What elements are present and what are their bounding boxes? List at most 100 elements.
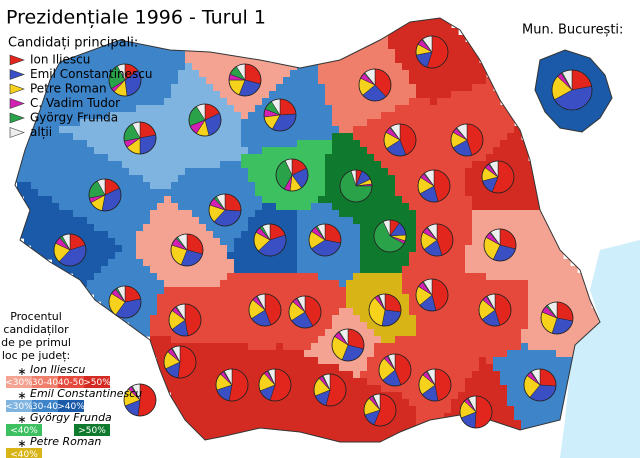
county-area [346,105,354,113]
county-area [444,84,452,92]
county-area [353,259,361,267]
inset-title: Mun. București: [522,23,623,38]
county-area [283,315,291,323]
county-area [185,175,193,183]
county-area [437,140,445,148]
county-area [143,77,151,85]
county-area [374,280,382,288]
county-area [94,245,102,253]
county-area [213,84,221,92]
county-area [423,133,431,141]
county-area [472,294,480,302]
county-area [332,259,340,267]
county-area [346,126,354,134]
county-area [423,126,431,134]
county-area [367,161,375,169]
county-area [269,413,277,421]
county-area [31,224,39,232]
county-area [143,217,151,225]
pie-outline [228,63,262,97]
county-area [206,147,214,155]
county-area [234,273,242,281]
county-area [395,280,403,288]
county-area [367,245,375,253]
county-area [549,357,557,365]
county-area [150,84,158,92]
county-area [339,105,347,113]
county-area [402,98,410,106]
county-area [178,77,186,85]
county-area [311,252,319,260]
county-area [108,49,116,57]
county-area [486,329,494,337]
county-area [241,259,249,267]
county-area [346,378,354,386]
county-area [178,406,186,414]
county-area [234,336,242,344]
county-area [346,84,354,92]
county-area [220,105,228,113]
county-area [346,119,354,127]
county-area [465,91,473,99]
county-area [556,413,564,421]
county-area [199,196,207,204]
county-area [178,133,186,141]
county-area [402,210,410,218]
county-area [52,231,60,239]
county-area [297,329,305,337]
county-area [374,434,382,442]
pie-outline [481,160,515,194]
county-area [297,133,305,141]
county-area [367,357,375,365]
county-area [493,133,501,141]
county-area [192,217,200,225]
county-area [402,196,410,204]
county-area [199,49,207,57]
county-area [269,77,277,85]
county-area [514,357,522,365]
county-area [402,287,410,295]
county-area [402,168,410,176]
county-area [521,336,529,344]
county-area [451,168,459,176]
county-area [451,406,459,414]
county-area [346,63,354,71]
county-area [353,126,361,134]
county-area [409,112,417,120]
county-area [101,84,109,92]
county-area [283,343,291,351]
county-area [122,161,130,169]
legend-flag [9,98,25,109]
county-area [304,189,312,197]
county-area [108,280,116,288]
scale-swatch [74,424,110,436]
legend-title: Candidați principali: [8,36,138,51]
county-area [570,266,578,274]
county-area [101,287,109,295]
county-area [143,287,151,295]
county-area [185,133,193,141]
county-area [122,259,130,267]
county-area [164,280,172,288]
county-area [493,406,501,414]
county-area [262,413,270,421]
county-area [507,196,515,204]
county-area [542,245,550,253]
county-area [73,189,81,197]
county-area [297,399,305,407]
county-area [220,399,228,407]
county-area [199,371,207,379]
county-area [395,399,403,407]
county-area [206,294,214,302]
county-area [472,154,480,162]
county-area [353,140,361,148]
county-area [143,315,151,323]
county-area [360,427,368,435]
county-area [178,70,186,78]
county-area [332,70,340,78]
county-area [332,84,340,92]
county-area [395,427,403,435]
county-area [290,322,298,330]
county-area [269,287,277,295]
county-area [45,119,53,127]
